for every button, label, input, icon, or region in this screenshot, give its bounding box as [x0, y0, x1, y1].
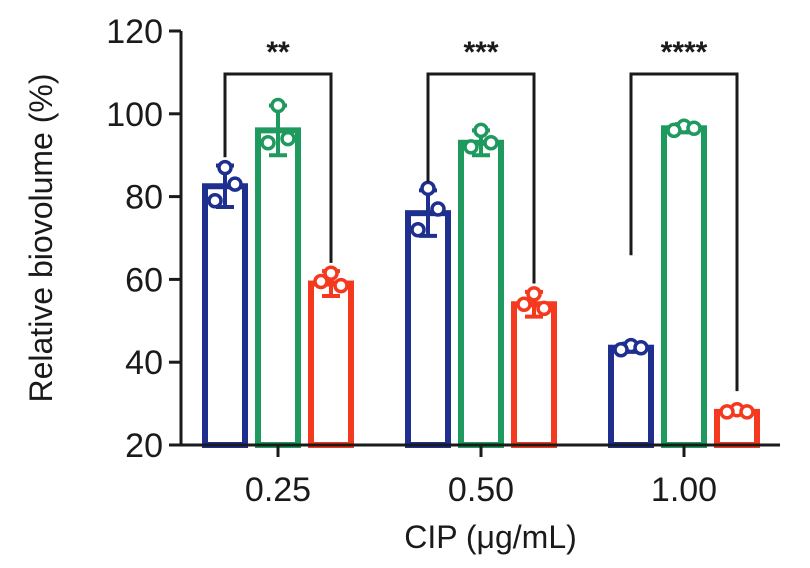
y-tick-label: 120 — [106, 13, 163, 51]
y-tick-label: 20 — [125, 427, 163, 465]
data-point — [323, 265, 339, 281]
y-tick-label: 60 — [125, 261, 163, 299]
x-axis-ticks: 0.25 0.50 1.00 — [245, 445, 717, 509]
significance-label: *** — [463, 36, 498, 69]
data-point — [739, 404, 755, 420]
y-axis-ticks: 20 40 60 80 100 120 — [106, 13, 181, 465]
data-point — [227, 176, 243, 192]
data-point — [719, 404, 735, 420]
significance-bracket — [426, 72, 536, 284]
data-point — [207, 192, 223, 209]
y-tick-label: 80 — [125, 179, 163, 217]
y-tick-label: 100 — [106, 96, 163, 134]
x-tick-label: 0.25 — [245, 471, 311, 509]
bar — [458, 139, 504, 448]
data-point — [333, 277, 349, 294]
x-axis-title: CIP (μg/mL) — [404, 519, 577, 555]
bar — [202, 183, 248, 448]
data-point — [613, 342, 629, 358]
data-point — [633, 339, 649, 356]
data-point — [410, 221, 426, 238]
data-point — [483, 135, 499, 151]
data-point — [473, 122, 489, 139]
data-point — [516, 296, 532, 312]
data-point — [313, 273, 329, 290]
bar — [608, 344, 654, 448]
data-point — [270, 97, 286, 114]
bar — [405, 210, 451, 448]
data-point — [430, 201, 446, 217]
y-axis-title: Relative biovolume (%) — [23, 73, 59, 402]
data-point — [420, 180, 436, 197]
significance-label: **** — [661, 36, 708, 69]
bar — [255, 127, 301, 449]
data-point — [260, 135, 276, 151]
significance-bracket — [223, 72, 333, 263]
bars-layer — [202, 97, 760, 449]
significance-bracket — [629, 72, 739, 392]
data-point — [666, 122, 682, 139]
y-tick-label: 40 — [125, 344, 163, 382]
data-point — [686, 120, 702, 137]
significance-label: ** — [266, 36, 290, 69]
significance-layer: ** *** **** — [223, 36, 739, 392]
data-point — [280, 130, 296, 147]
x-tick-label: 1.00 — [651, 471, 717, 509]
data-point — [536, 300, 552, 317]
bar — [661, 125, 707, 448]
bar — [511, 301, 557, 448]
data-point — [217, 159, 233, 176]
data-point — [463, 139, 479, 155]
bar — [308, 280, 354, 449]
data-point — [526, 286, 542, 302]
x-tick-label: 0.50 — [448, 471, 514, 509]
